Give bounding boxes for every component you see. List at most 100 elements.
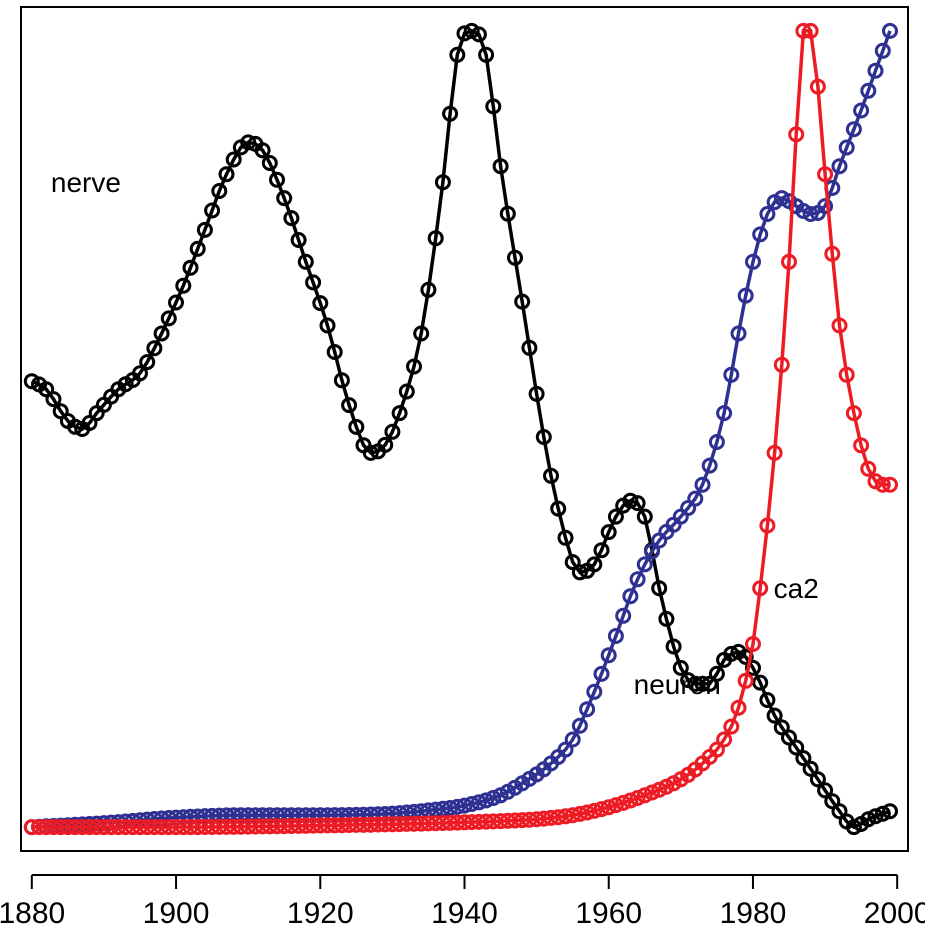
data-point (788, 126, 805, 143)
data-point (723, 366, 740, 383)
data-point (874, 805, 891, 822)
data-point (629, 790, 646, 806)
series-neuron (23, 22, 898, 836)
data-point (312, 295, 329, 312)
data-point (759, 206, 776, 222)
data-point (398, 804, 415, 821)
data-point (593, 801, 610, 818)
series-label-nerve: nerve (51, 167, 121, 198)
data-point (406, 358, 422, 375)
data-point (716, 731, 733, 748)
data-point (571, 805, 588, 822)
data-point (845, 121, 862, 138)
data-point (867, 808, 884, 825)
data-point (600, 799, 617, 816)
data-point (586, 802, 603, 819)
data-point (160, 310, 177, 327)
data-point (860, 82, 877, 99)
data-point (470, 26, 487, 43)
data-point (341, 397, 358, 414)
data-point (636, 508, 653, 525)
series-layer (23, 22, 898, 836)
data-point (225, 818, 242, 835)
data-point (802, 22, 819, 39)
data-point (276, 190, 293, 207)
data-point (564, 731, 581, 748)
data-point (456, 797, 473, 814)
data-point (550, 500, 567, 517)
data-point (694, 476, 711, 493)
data-point (838, 139, 855, 156)
data-point (622, 588, 639, 605)
data-point (752, 674, 769, 691)
data-point (759, 517, 776, 534)
data-point (442, 800, 459, 816)
data-point (817, 198, 834, 215)
data-point (297, 253, 314, 270)
data-point (535, 429, 552, 445)
x-tick-label: 1980 (720, 897, 787, 930)
data-point (708, 434, 725, 450)
data-point (795, 750, 812, 767)
data-point (730, 325, 747, 342)
data-point (629, 495, 646, 512)
data-point (478, 813, 495, 830)
data-point (629, 571, 646, 588)
data-point (470, 794, 487, 811)
data-point (593, 542, 610, 559)
data-point (831, 803, 848, 820)
data-point (723, 645, 740, 662)
data-point (67, 418, 84, 435)
data-point (333, 372, 350, 389)
data-point (845, 405, 862, 422)
data-point (261, 155, 278, 171)
x-tick-label: 1880 (0, 897, 65, 930)
data-point (817, 166, 834, 183)
data-point (571, 564, 588, 581)
series-ca2 (23, 22, 898, 836)
data-point (824, 793, 841, 810)
data-point (232, 818, 249, 835)
data-point (773, 356, 790, 373)
data-point (853, 437, 870, 454)
data-point (290, 817, 307, 834)
series-line-neuron (31, 30, 892, 829)
data-point (615, 607, 632, 624)
data-point (607, 797, 624, 814)
data-point (564, 554, 581, 571)
data-point (427, 230, 444, 247)
data-point (593, 665, 610, 682)
data-point (420, 815, 437, 832)
data-point (528, 385, 545, 402)
data-point (196, 221, 213, 238)
data-point (182, 259, 199, 276)
data-point (384, 423, 401, 440)
data-point (38, 381, 55, 398)
data-point (204, 202, 221, 219)
data-point (831, 158, 848, 175)
data-point (773, 190, 790, 207)
data-point (326, 344, 343, 360)
data-point (658, 610, 675, 627)
data-point (492, 158, 509, 175)
data-point (882, 22, 898, 39)
data-point (478, 46, 495, 63)
data-point (795, 22, 812, 39)
data-point (189, 240, 206, 257)
data-point (644, 784, 660, 801)
data-point (499, 205, 516, 222)
data-point (766, 707, 783, 724)
data-point (485, 813, 502, 830)
data-point (745, 636, 761, 652)
data-point (737, 672, 754, 689)
data-point (283, 210, 300, 227)
data-point (449, 46, 466, 63)
data-point (139, 354, 156, 371)
data-point (413, 815, 430, 832)
data-point (745, 253, 761, 270)
data-point (809, 771, 826, 788)
x-axis: 1880 1900 1920 1940 1960 1980 2000 (0, 874, 925, 930)
data-point (297, 817, 314, 834)
x-tick-label: 1940 (431, 897, 498, 930)
data-point (463, 796, 480, 812)
